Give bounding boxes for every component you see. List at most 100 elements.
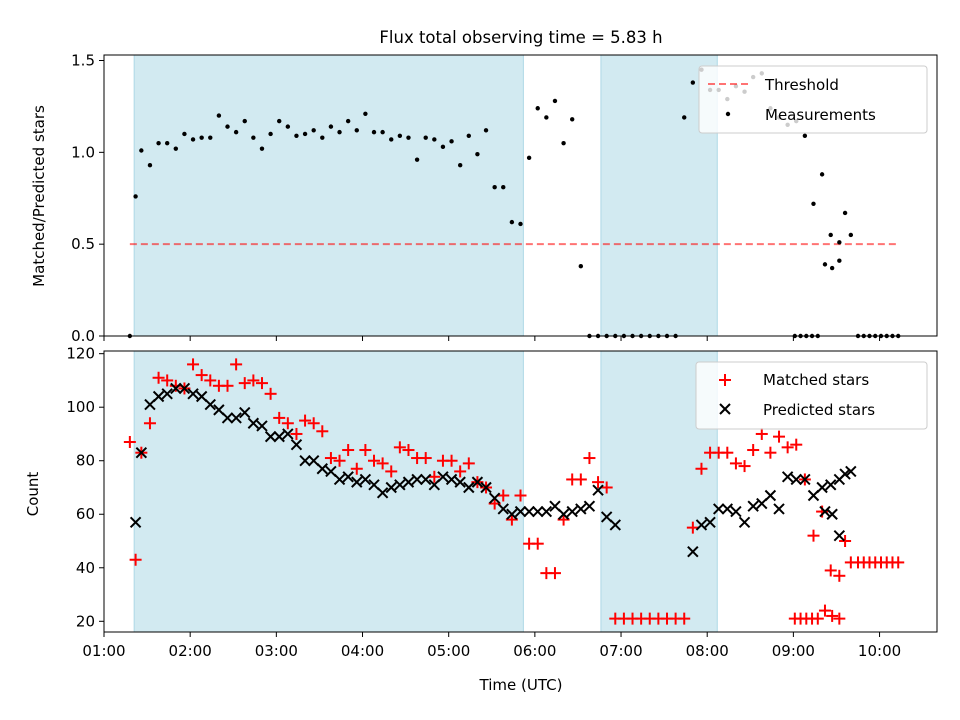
- predicted-star-point: [256, 420, 268, 432]
- x-tick-label: 02:00: [169, 642, 212, 660]
- legend-predicted-swatch: [719, 403, 731, 415]
- measurement-point: [483, 128, 489, 133]
- predicted-star-stroke-b: [239, 406, 251, 419]
- predicted-star-stroke-b: [839, 468, 851, 480]
- top-y-axis-label: Matched/Predicted stars: [30, 105, 48, 287]
- predicted-star-point: [454, 476, 466, 488]
- measurement-point: [345, 118, 351, 124]
- predicted-star-point: [704, 516, 716, 528]
- predicted-star-stroke-b: [376, 487, 389, 499]
- bottom-x-ticks: 01:00 02:00 03:00 04:00 05:00 06:00 07:00 08:00…: [82, 632, 901, 660]
- predicted-star-stroke-b: [497, 503, 509, 515]
- top-x-ticks: [103, 336, 881, 341]
- predicted-star-point: [540, 505, 553, 518]
- measurement-point: [320, 135, 325, 140]
- predicted-star-stroke-b: [325, 465, 337, 478]
- matched-star-point: [790, 438, 803, 451]
- x-tick-label: 06:00: [513, 642, 556, 660]
- measurement-point: [208, 135, 213, 140]
- predicted-star-stroke-b: [833, 529, 846, 542]
- matched-star-point: [350, 462, 363, 475]
- measurement-point: [233, 129, 239, 135]
- predicted-star-point: [592, 484, 604, 496]
- predicted-star-stroke-b: [488, 492, 501, 504]
- measurement-point: [225, 124, 230, 129]
- matched-star-point: [247, 374, 260, 387]
- predicted-star-point: [445, 473, 458, 486]
- shaded-interval: [133, 54, 524, 337]
- predicted-star-stroke-b: [463, 481, 475, 494]
- predicted-star-stroke-b: [402, 476, 415, 488]
- predicted-star-point: [839, 468, 851, 480]
- predicted-star-point: [170, 382, 182, 395]
- predicted-star-point: [135, 446, 148, 459]
- matched-star-point: [342, 444, 355, 457]
- matched-star-point: [368, 454, 381, 467]
- predicted-star-stroke-b: [592, 484, 604, 496]
- predicted-star-stroke-b: [161, 388, 173, 400]
- bottom-legend-box: [695, 361, 928, 430]
- measurement-point: [302, 131, 308, 137]
- predicted-star-stroke-b: [256, 420, 268, 432]
- predicted-star-stroke-b: [290, 438, 303, 451]
- measurement-point: [837, 258, 842, 263]
- matched-star-point: [548, 567, 561, 580]
- matched-star-point: [773, 430, 786, 443]
- predicted-star-point: [764, 489, 777, 502]
- measurement-point: [190, 137, 196, 142]
- predicted-star-point: [781, 471, 794, 483]
- measurement-point: [475, 151, 480, 157]
- predicted-star-stroke-b: [566, 505, 578, 518]
- legend-predicted-label: Predicted stars: [763, 401, 875, 419]
- measurement-point: [311, 128, 316, 133]
- top-shaded-intervals: [133, 54, 718, 337]
- matched-star-point: [143, 417, 156, 430]
- matched-star-point: [764, 446, 777, 459]
- x-tick-label: 10:00: [858, 642, 901, 660]
- matched-star-point: [428, 470, 441, 483]
- predicted-star-point: [773, 503, 785, 515]
- measurement-point: [829, 265, 835, 271]
- measurement-point: [811, 201, 816, 206]
- predicted-star-point: [264, 430, 277, 443]
- matched-star-point: [807, 529, 820, 542]
- predicted-star-point: [799, 473, 811, 486]
- measurement-point: [457, 162, 463, 168]
- predicted-star-stroke-b: [307, 455, 320, 467]
- predicted-star-stroke-b: [333, 473, 346, 486]
- x-tick-label: 03:00: [255, 642, 298, 660]
- bottom-panel: 20 40 60 80 100 120 01:00 02:00 03:00 04:00 05:00…: [24, 345, 938, 694]
- measurement-point: [156, 140, 161, 146]
- predicted-star-stroke-b: [819, 505, 831, 518]
- predicted-star-point: [514, 505, 527, 518]
- predicted-star-stroke-b: [299, 455, 311, 467]
- predicted-star-stroke-b: [316, 463, 329, 475]
- predicted-star-stroke-b: [514, 505, 527, 518]
- matched-star-point: [281, 417, 294, 430]
- predicted-star-stroke-b: [445, 473, 458, 486]
- measurement-point: [380, 129, 385, 135]
- measurement-point: [216, 113, 222, 118]
- x-tick-label: 04:00: [341, 642, 384, 660]
- predicted-star-stroke-b: [411, 473, 423, 486]
- predicted-star-point: [730, 505, 742, 518]
- predicted-star-stroke-b: [583, 500, 596, 512]
- measurement-point: [139, 148, 144, 153]
- predicted-star-stroke-b: [540, 505, 553, 518]
- matched-star-point: [264, 387, 277, 400]
- chart-title: Flux total observing time = 5.83 h: [379, 28, 662, 47]
- measurement-point: [690, 80, 696, 85]
- predicted-star-point: [695, 519, 708, 531]
- measurement-point: [173, 146, 179, 151]
- predicted-star-point: [825, 479, 837, 491]
- predicted-star-point: [471, 476, 484, 488]
- predicted-star-stroke-b: [825, 479, 837, 491]
- predicted-star-stroke-b: [609, 519, 621, 531]
- measurement-point: [544, 115, 549, 120]
- predicted-star-point: [316, 463, 329, 475]
- matched-star-point: [497, 489, 510, 502]
- predicted-star-stroke-b: [557, 508, 570, 520]
- predicted-star-point: [230, 412, 242, 424]
- measurement-point: [251, 135, 256, 140]
- bottom-y-axis-label: Count: [24, 472, 42, 517]
